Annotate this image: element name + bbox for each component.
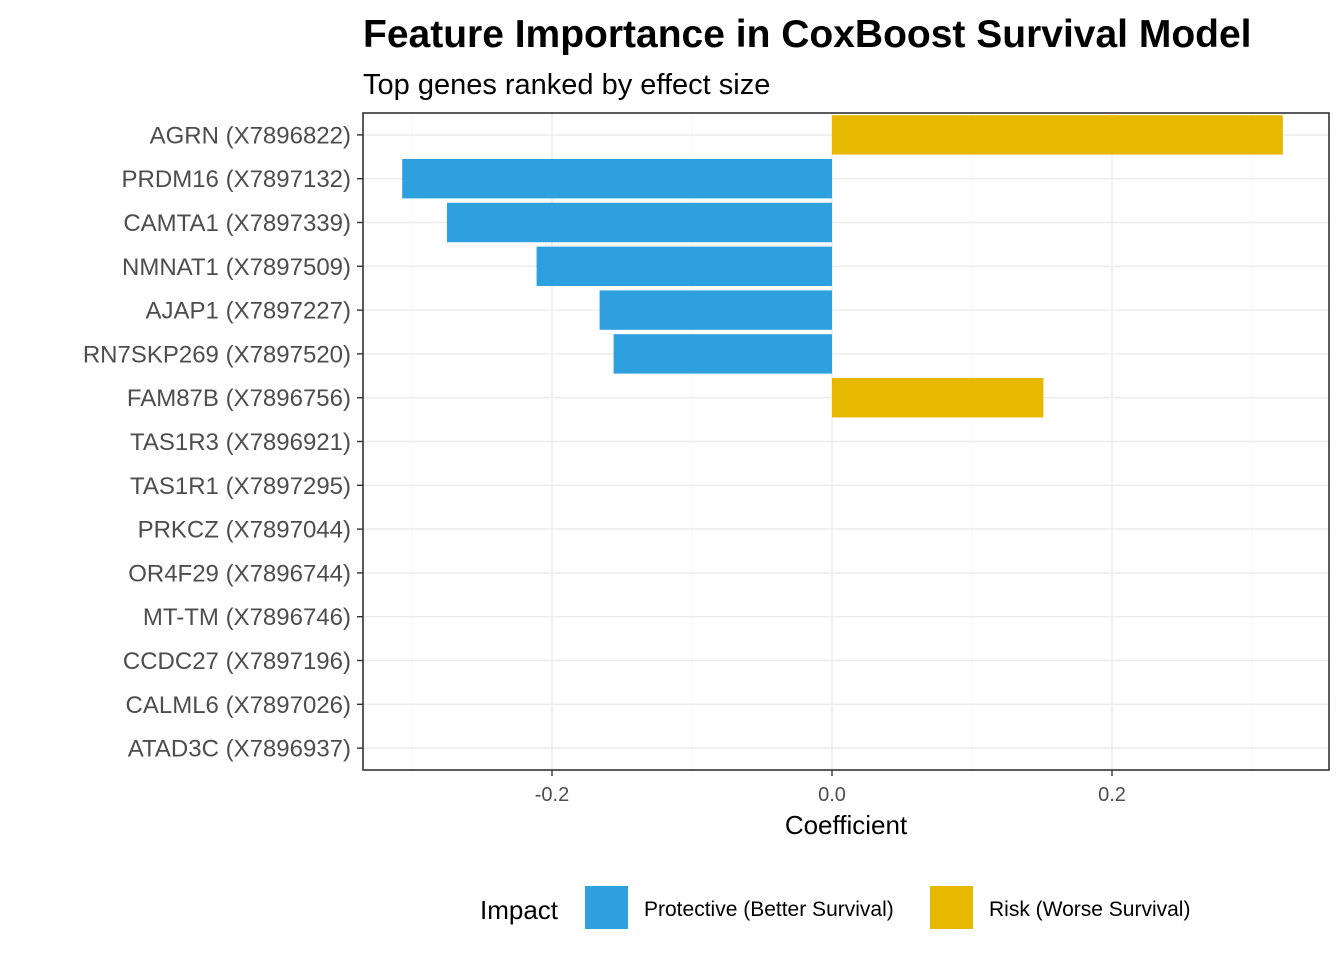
y-tick-label: FAM87B (X7896756) (127, 385, 351, 412)
y-tick-label: PRDM16 (X7897132) (122, 166, 351, 193)
x-tick-label: -0.2 (535, 784, 569, 806)
y-tick-label: TAS1R1 (X7897295) (130, 473, 351, 500)
y-tick-label: OR4F29 (X7896744) (128, 560, 351, 587)
y-tick-label: NMNAT1 (X7897509) (122, 254, 351, 281)
bar-rn7skp269 (613, 334, 832, 374)
y-tick-label: MT-TM (X7896746) (143, 604, 351, 631)
chart-title: Feature Importance in CoxBoost Survival … (363, 13, 1252, 56)
bar-nmnat1 (536, 246, 832, 287)
y-tick-label: CCDC27 (X7897196) (123, 648, 351, 675)
legend-key-protective (585, 886, 628, 929)
legend-title: Impact (480, 895, 559, 925)
chart-subtitle: Top genes ranked by effect size (363, 69, 770, 101)
x-axis: -0.2 0.0 0.2 (535, 770, 1126, 806)
y-tick-label: CAMTA1 (X7897339) (123, 210, 351, 237)
legend: Impact Protective (Better Survival) Risk … (480, 886, 1190, 929)
y-tick-label: PRKCZ (X7897044) (138, 517, 351, 544)
legend-label-protective: Protective (Better Survival) (644, 898, 894, 921)
legend-items: Protective (Better Survival) Risk (Worse … (585, 886, 1190, 929)
legend-key-risk (930, 886, 973, 929)
x-tick-label: 0.2 (1098, 784, 1126, 806)
bar-agrn (832, 115, 1283, 155)
legend-label-risk: Risk (Worse Survival) (989, 898, 1190, 921)
x-axis-title: Coefficient (785, 810, 908, 840)
bars-group (402, 115, 1283, 418)
y-tick-label: RN7SKP269 (X7897520) (83, 341, 351, 368)
bar-fam87b (832, 377, 1044, 418)
bar-ajap1 (599, 290, 832, 330)
y-tick-label: CALML6 (X7897026) (126, 692, 351, 719)
y-tick-label: TAS1R3 (X7896921) (130, 429, 351, 456)
bar-prdm16 (402, 158, 832, 199)
bar-camta1 (447, 202, 832, 243)
y-axis: AGRN (X7896822) PRDM16 (X7897132) CAMTA1 (… (83, 122, 363, 763)
y-tick-label: AGRN (X7896822) (150, 122, 351, 149)
x-tick-label: 0.0 (818, 784, 846, 806)
y-tick-label: AJAP1 (X7897227) (146, 298, 351, 325)
y-tick-label: ATAD3C (X7896937) (128, 736, 351, 763)
